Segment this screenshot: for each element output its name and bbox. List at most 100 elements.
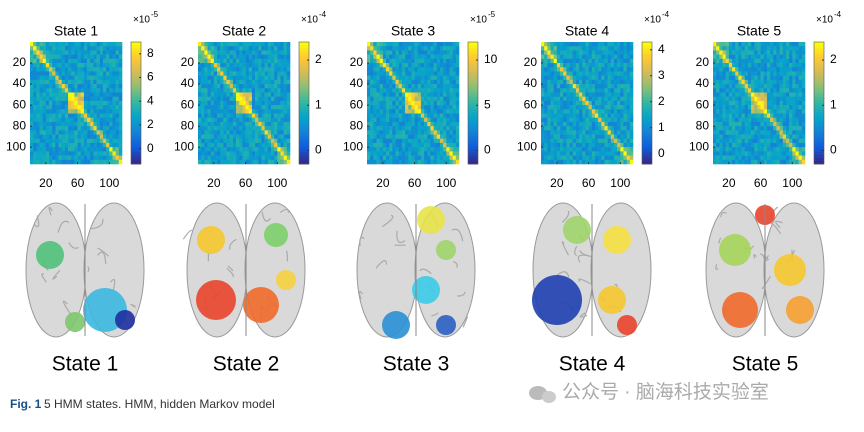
matrix-cell bbox=[449, 101, 452, 106]
matrix-cell bbox=[570, 109, 573, 114]
matrix-cell bbox=[274, 101, 277, 106]
matrix-cell bbox=[380, 84, 383, 89]
colorbar-segment bbox=[299, 73, 309, 76]
matrix-cell bbox=[598, 80, 601, 85]
matrix-cell bbox=[745, 67, 748, 72]
matrix-cell bbox=[373, 88, 376, 93]
colorbar-segment bbox=[814, 73, 824, 76]
matrix-cell bbox=[392, 118, 395, 123]
matrix-cell bbox=[601, 156, 604, 161]
matrix-cell bbox=[773, 80, 776, 85]
matrix-cell bbox=[30, 55, 33, 60]
matrix-cell bbox=[55, 130, 58, 135]
matrix-cell bbox=[579, 122, 582, 127]
matrix-cell bbox=[573, 46, 576, 51]
matrix-cell bbox=[735, 114, 738, 119]
matrix-cell bbox=[446, 67, 449, 72]
matrix-cell bbox=[242, 151, 245, 156]
matrix-cell bbox=[211, 50, 214, 55]
matrix-cell bbox=[405, 92, 408, 97]
matrix-cell bbox=[742, 46, 745, 51]
matrix-cell bbox=[560, 139, 563, 144]
matrix-cell bbox=[617, 97, 620, 102]
matrix-cell bbox=[52, 59, 55, 64]
matrix-cell bbox=[780, 88, 783, 93]
matrix-cell bbox=[411, 71, 414, 76]
matrix-cell bbox=[786, 76, 789, 81]
matrix-cell bbox=[570, 46, 573, 51]
colorbar-segment bbox=[299, 48, 309, 51]
matrix-cell bbox=[792, 156, 795, 161]
matrix-cell bbox=[93, 67, 96, 72]
matrix-cell bbox=[274, 130, 277, 135]
matrix-cell bbox=[383, 147, 386, 152]
matrix-cell bbox=[112, 109, 115, 114]
matrix-cell bbox=[68, 55, 71, 60]
matrix-cell bbox=[380, 135, 383, 140]
matrix-cell bbox=[440, 147, 443, 152]
matrix-cell bbox=[563, 50, 566, 55]
matrix-cell bbox=[719, 105, 722, 110]
matrix-cell bbox=[284, 46, 287, 51]
matrix-cell bbox=[106, 50, 109, 55]
matrix-cell bbox=[402, 143, 405, 148]
matrix-cell bbox=[430, 147, 433, 152]
matrix-cell bbox=[560, 135, 563, 140]
matrix-cell bbox=[627, 59, 630, 64]
matrix-cell bbox=[589, 84, 592, 89]
matrix-cell bbox=[773, 130, 776, 135]
matrix-cell bbox=[204, 147, 207, 152]
matrix-cell bbox=[112, 122, 115, 127]
matrix-cell bbox=[716, 42, 719, 47]
matrix-cell bbox=[614, 84, 617, 89]
matrix-cell bbox=[742, 101, 745, 106]
matrix-cell bbox=[268, 97, 271, 102]
matrix-cell bbox=[65, 71, 68, 76]
matrix-cell bbox=[589, 55, 592, 60]
matrix-cell bbox=[551, 122, 554, 127]
matrix-cell bbox=[443, 118, 446, 123]
matrix-cell bbox=[119, 71, 122, 76]
matrix-cell bbox=[748, 143, 751, 148]
matrix-cell bbox=[392, 80, 395, 85]
matrix-cell bbox=[418, 139, 421, 144]
matrix-cell bbox=[201, 80, 204, 85]
matrix-cell bbox=[74, 118, 77, 123]
matrix-cell bbox=[453, 143, 456, 148]
matrix-cell bbox=[418, 88, 421, 93]
matrix-cell bbox=[544, 97, 547, 102]
matrix-cell bbox=[544, 55, 547, 60]
matrix-cell bbox=[103, 126, 106, 131]
matrix-cell bbox=[84, 101, 87, 106]
matrix-cell bbox=[726, 135, 729, 140]
matrix-cell bbox=[261, 97, 264, 102]
matrix-cell bbox=[573, 156, 576, 161]
matrix-cell bbox=[544, 147, 547, 152]
matrix-cell bbox=[589, 76, 592, 81]
matrix-cell bbox=[421, 67, 424, 72]
colorbar-segment bbox=[642, 85, 652, 88]
matrix-cell bbox=[726, 130, 729, 135]
matrix-cell bbox=[78, 46, 81, 51]
matrix-cell bbox=[109, 101, 112, 106]
matrix-cell bbox=[582, 105, 585, 110]
matrix-cell bbox=[767, 63, 770, 68]
matrix-cell bbox=[802, 67, 805, 72]
matrix-cell bbox=[757, 122, 760, 127]
matrix-cell bbox=[611, 67, 614, 72]
matrix-cell bbox=[52, 42, 55, 47]
matrix-cell bbox=[81, 55, 84, 60]
matrix-cell bbox=[620, 135, 623, 140]
matrix-cell bbox=[386, 67, 389, 72]
matrix-cell bbox=[74, 46, 77, 51]
matrix-cell bbox=[198, 118, 201, 123]
matrix-cell bbox=[93, 80, 96, 85]
matrix-cell bbox=[754, 139, 757, 144]
matrix-cell bbox=[547, 147, 550, 152]
matrix-cell bbox=[719, 130, 722, 135]
matrix-cell bbox=[87, 67, 90, 72]
matrix-cell bbox=[280, 109, 283, 114]
matrix-cell bbox=[617, 67, 620, 72]
matrix-cell bbox=[249, 80, 252, 85]
